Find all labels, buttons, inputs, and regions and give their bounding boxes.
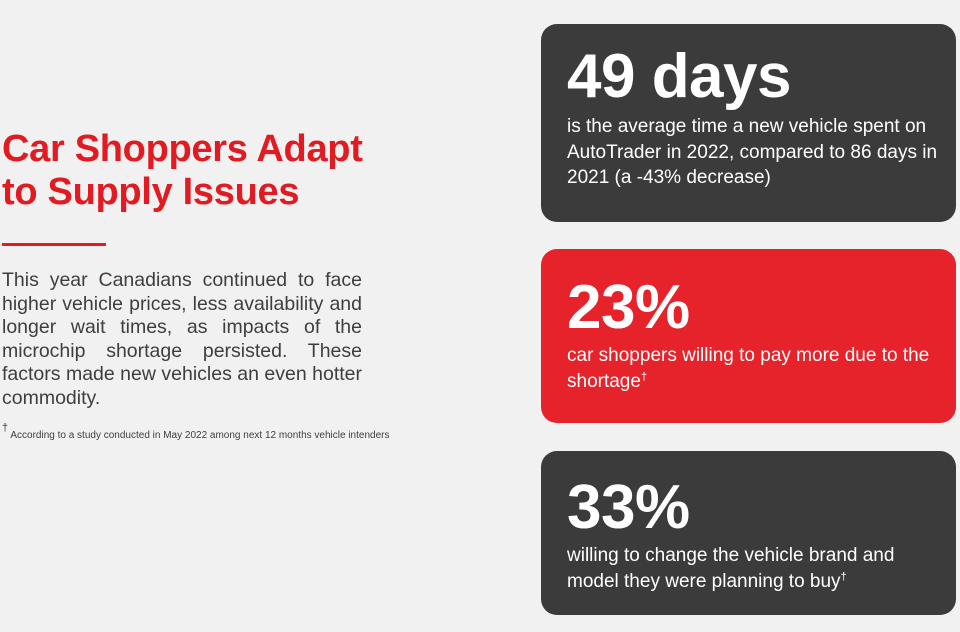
title-divider <box>2 243 106 246</box>
stat-description: is the average time a new vehicle spent … <box>567 114 942 191</box>
footnote: † According to a study conducted in May … <box>2 422 412 442</box>
page-title-line-2: to Supply Issues <box>2 171 300 213</box>
footnote-marker: † <box>640 370 648 383</box>
stat-description: car shoppers willing to pay more due to … <box>567 343 942 394</box>
stat-value: 49 days <box>567 42 792 111</box>
intro-paragraph: This year Canadians continued to face hi… <box>2 269 362 409</box>
stat-card-days-on-market: 49 days is the average time a new vehicl… <box>541 24 956 222</box>
footnote-text: According to a study conducted in May 20… <box>8 429 390 441</box>
stat-description: willing to change the vehicle brand and … <box>567 543 942 594</box>
page-title-line-1: Car Shoppers Adapt <box>2 128 363 170</box>
stat-description-text: willing to change the vehicle brand and … <box>567 545 895 592</box>
stat-value: 33% <box>567 473 690 542</box>
stat-value: 23% <box>567 273 690 342</box>
stat-card-pay-more: 23% car shoppers willing to pay more due… <box>541 249 956 423</box>
stat-description-text: is the average time a new vehicle spent … <box>567 116 938 188</box>
footnote-marker: † <box>840 570 847 583</box>
footnote-marker: † <box>2 421 9 434</box>
page-title: Car Shoppers Adapt to Supply Issues <box>2 128 412 214</box>
stat-description-text: car shoppers willing to pay more due to … <box>567 345 930 392</box>
intro-section: Car Shoppers Adapt to Supply Issues This… <box>2 128 412 442</box>
stat-card-change-brand: 33% willing to change the vehicle brand … <box>541 451 956 615</box>
